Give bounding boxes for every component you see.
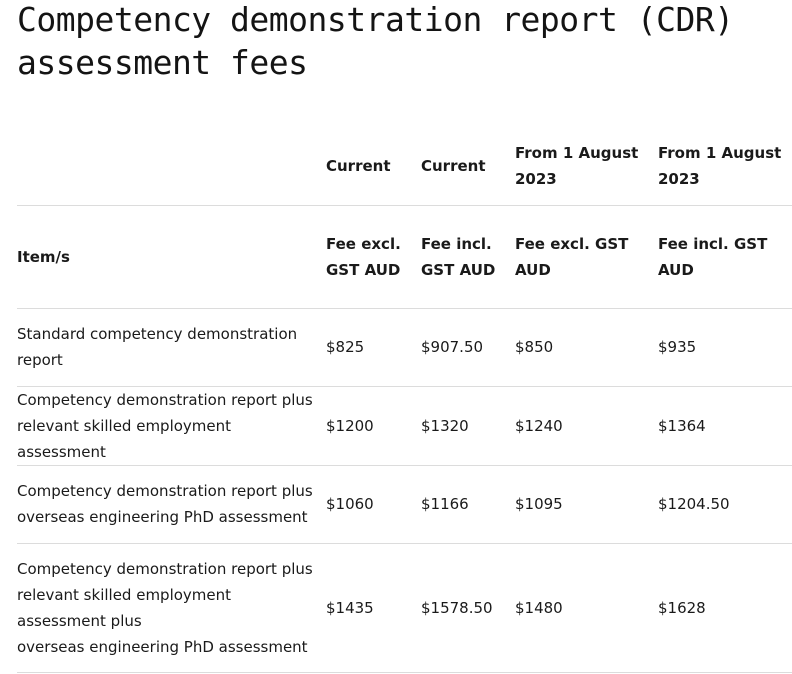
table-row: Standard competency demonstration report… (17, 308, 792, 387)
fee-cell: $850 (515, 308, 658, 387)
fee-cell: $935 (658, 308, 792, 387)
header-cell-current-incl: Current (421, 127, 515, 206)
fee-cell: $907.50 (421, 308, 515, 387)
fee-cell: $1435 (326, 543, 421, 673)
header-row-columns: Item/s Fee excl. GST AUD Fee incl. GST A… (17, 205, 792, 309)
fee-cell: $1628 (658, 543, 792, 673)
header-fee-incl-new: Fee incl. GST AUD (658, 205, 792, 309)
fee-cell: $1578.50 (421, 543, 515, 673)
header-cell-empty (17, 127, 326, 206)
fee-cell: $1364 (658, 386, 792, 466)
fee-cell: $1060 (326, 465, 421, 544)
header-fee-excl-current: Fee excl. GST AUD (326, 205, 421, 309)
fee-cell: $1320 (421, 386, 515, 466)
header-row-period: Current Current From 1 August 2023 From … (17, 127, 792, 206)
item-cell: Standard competency demonstration report (17, 308, 326, 387)
fee-cell: $1240 (515, 386, 658, 466)
header-cell-current-excl: Current (326, 127, 421, 206)
header-item: Item/s (17, 205, 326, 309)
fee-cell: $825 (326, 308, 421, 387)
table-row: Competency demonstration report plus ove… (17, 465, 792, 544)
table-row: Competency demonstration report plus rel… (17, 543, 792, 673)
header-fee-incl-current: Fee incl. GST AUD (421, 205, 515, 309)
fee-cell: $1204.50 (658, 465, 792, 544)
fee-cell: $1166 (421, 465, 515, 544)
header-cell-new-incl: From 1 August 2023 (658, 127, 792, 206)
fee-cell: $1480 (515, 543, 658, 673)
item-cell: Competency demonstration report plus ove… (17, 465, 326, 544)
fee-cell: $1200 (326, 386, 421, 466)
page-title: Competency demonstration report (CDR) as… (17, 0, 734, 82)
header-cell-new-excl: From 1 August 2023 (515, 127, 658, 206)
fee-table: Current Current From 1 August 2023 From … (17, 127, 792, 673)
header-fee-excl-new: Fee excl. GST AUD (515, 205, 658, 309)
table-row: Competency demonstration report plus rel… (17, 386, 792, 466)
item-cell: Competency demonstration report plus rel… (17, 543, 326, 673)
fee-cell: $1095 (515, 465, 658, 544)
item-cell: Competency demonstration report plus rel… (17, 386, 326, 466)
